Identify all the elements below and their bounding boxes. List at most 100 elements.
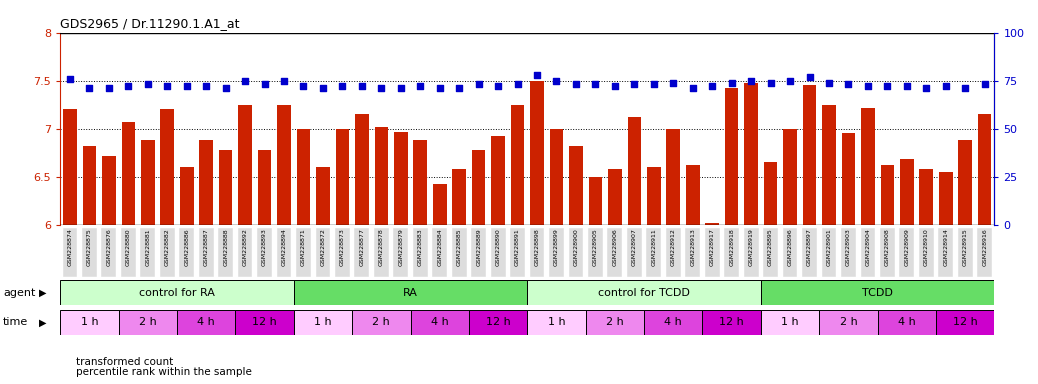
Bar — [277, 105, 291, 225]
Text: 1 h: 1 h — [315, 317, 332, 328]
FancyBboxPatch shape — [743, 228, 759, 277]
Point — [334, 83, 351, 89]
FancyBboxPatch shape — [821, 228, 837, 277]
Bar — [121, 122, 135, 225]
Point — [315, 85, 331, 91]
Bar — [706, 223, 719, 225]
Text: GSM228919: GSM228919 — [748, 228, 754, 266]
Bar — [842, 134, 855, 225]
Bar — [569, 146, 582, 225]
Text: GSM228905: GSM228905 — [593, 228, 598, 266]
Bar — [257, 150, 271, 225]
Bar — [219, 150, 233, 225]
Text: GSM228898: GSM228898 — [535, 228, 540, 266]
Text: GSM228881: GSM228881 — [145, 228, 151, 266]
FancyBboxPatch shape — [877, 310, 936, 335]
Point — [899, 83, 916, 89]
FancyBboxPatch shape — [802, 228, 817, 277]
Bar — [550, 129, 564, 225]
Text: GSM228891: GSM228891 — [515, 228, 520, 266]
Text: GSM228890: GSM228890 — [495, 228, 500, 266]
Text: GDS2965 / Dr.11290.1.A1_at: GDS2965 / Dr.11290.1.A1_at — [60, 17, 240, 30]
Bar — [978, 114, 991, 225]
Point — [490, 83, 507, 89]
Bar — [83, 146, 97, 225]
Bar — [880, 165, 894, 225]
Text: GSM228874: GSM228874 — [67, 228, 73, 266]
Text: time: time — [3, 317, 28, 328]
Point — [548, 78, 565, 84]
Text: 1 h: 1 h — [548, 317, 566, 328]
Point — [606, 83, 623, 89]
Text: GSM228873: GSM228873 — [339, 228, 345, 266]
Text: GSM228892: GSM228892 — [243, 228, 248, 266]
Text: 12 h: 12 h — [252, 317, 277, 328]
Text: GSM228894: GSM228894 — [281, 228, 286, 266]
Bar — [900, 159, 913, 225]
Text: control for RA: control for RA — [139, 288, 215, 298]
Bar — [335, 129, 349, 225]
Text: GSM228896: GSM228896 — [788, 228, 793, 266]
FancyBboxPatch shape — [841, 228, 855, 277]
FancyBboxPatch shape — [977, 228, 992, 277]
Point — [61, 76, 78, 82]
FancyBboxPatch shape — [761, 310, 819, 335]
Bar — [355, 114, 368, 225]
Text: 4 h: 4 h — [664, 317, 682, 328]
Text: GSM228901: GSM228901 — [826, 228, 831, 266]
Point — [392, 85, 409, 91]
FancyBboxPatch shape — [413, 228, 428, 277]
Text: GSM228915: GSM228915 — [962, 228, 967, 266]
Text: GSM228917: GSM228917 — [710, 228, 715, 266]
Text: GSM228895: GSM228895 — [768, 228, 773, 266]
Point — [957, 85, 974, 91]
Point — [139, 81, 156, 88]
Point — [568, 81, 584, 88]
FancyBboxPatch shape — [763, 228, 777, 277]
Bar — [317, 167, 330, 225]
Bar — [491, 136, 504, 225]
Text: GSM228914: GSM228914 — [944, 228, 949, 266]
Point — [684, 85, 701, 91]
Point — [470, 81, 487, 88]
FancyBboxPatch shape — [296, 228, 311, 277]
Text: GSM228906: GSM228906 — [612, 228, 618, 266]
Point — [977, 81, 993, 88]
Bar — [102, 156, 115, 225]
Point — [918, 85, 934, 91]
FancyBboxPatch shape — [529, 228, 545, 277]
FancyBboxPatch shape — [627, 228, 641, 277]
Text: GSM228888: GSM228888 — [223, 228, 228, 266]
Bar — [784, 129, 797, 225]
Point — [510, 81, 526, 88]
Text: transformed count: transformed count — [76, 357, 173, 367]
Text: 2 h: 2 h — [373, 317, 390, 328]
Text: GSM228885: GSM228885 — [457, 228, 462, 266]
FancyBboxPatch shape — [783, 228, 797, 277]
Text: percentile rank within the sample: percentile rank within the sample — [76, 367, 251, 377]
Bar — [958, 140, 972, 225]
FancyBboxPatch shape — [491, 228, 506, 277]
FancyBboxPatch shape — [236, 310, 294, 335]
Text: GSM228899: GSM228899 — [554, 228, 559, 266]
Bar — [413, 140, 427, 225]
FancyBboxPatch shape — [60, 310, 118, 335]
Point — [665, 79, 682, 86]
FancyBboxPatch shape — [60, 280, 294, 305]
Text: RA: RA — [403, 288, 418, 298]
Point — [723, 79, 740, 86]
Point — [743, 78, 760, 84]
FancyBboxPatch shape — [452, 228, 467, 277]
FancyBboxPatch shape — [393, 228, 408, 277]
Text: GSM228916: GSM228916 — [982, 228, 987, 266]
Text: GSM228910: GSM228910 — [924, 228, 929, 266]
Bar — [589, 177, 602, 225]
Text: 2 h: 2 h — [840, 317, 857, 328]
Text: 1 h: 1 h — [81, 317, 99, 328]
Point — [256, 81, 273, 88]
Point — [704, 83, 720, 89]
Text: GSM228918: GSM228918 — [729, 228, 734, 266]
FancyBboxPatch shape — [198, 228, 214, 277]
FancyBboxPatch shape — [666, 228, 681, 277]
Text: GSM228913: GSM228913 — [690, 228, 695, 266]
